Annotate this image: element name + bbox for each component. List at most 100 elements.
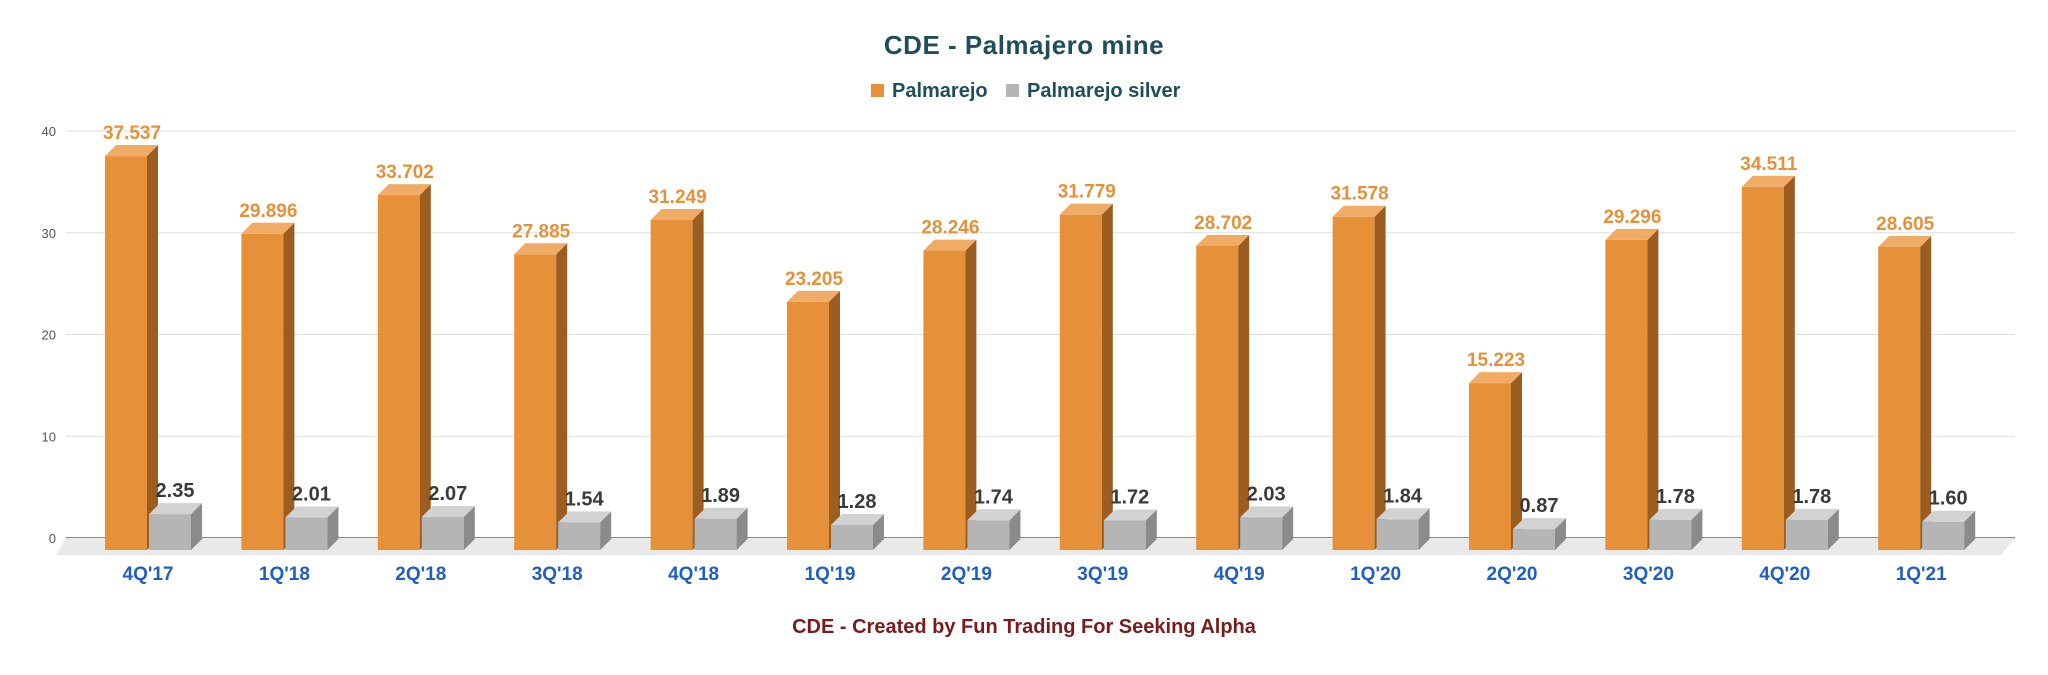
- bar-palmarejo-silver-front: [558, 522, 601, 550]
- bar-palmarejo: [1059, 203, 1113, 550]
- data-label-palmarejo: 29.896: [239, 201, 297, 222]
- x-tick-label: 1Q'21: [1896, 564, 1947, 585]
- bar-palmarejo: [1196, 234, 1250, 550]
- bar-palmarejo-side: [147, 145, 158, 550]
- bar-palmarejo-front: [1741, 186, 1784, 550]
- bar-palmarejo-silver-side: [1418, 508, 1430, 550]
- bar-palmarejo-front: [1196, 245, 1239, 550]
- bar-palmarejo-top: [1332, 205, 1386, 217]
- data-label-palmarejo: 28.702: [1194, 213, 1252, 234]
- data-label-palmarejo: 28.605: [1876, 214, 1935, 235]
- data-label-palmarejo-silver: 1.72: [1110, 486, 1149, 508]
- bar-palmarejo-silver-front: [1103, 520, 1146, 550]
- bar-palmarejo-top: [923, 239, 977, 251]
- bar-palmarejo-front: [923, 250, 966, 550]
- x-tick-label: 4Q'19: [1214, 564, 1265, 585]
- bar-palmarejo-silver: [149, 503, 202, 550]
- bar-palmarejo-silver-front: [1649, 519, 1692, 550]
- bar-palmarejo-silver-front: [285, 517, 328, 550]
- bar-palmarejo-front: [1332, 216, 1375, 550]
- bar-palmarejo-silver-side: [1964, 510, 1976, 550]
- bar-palmarejo: [1741, 175, 1795, 550]
- bar-palmarejo-silver-side: [1145, 509, 1157, 550]
- bar-palmarejo-front: [787, 301, 829, 550]
- data-label-palmarejo-silver: 1.78: [1656, 486, 1695, 508]
- bar-palmarejo-front: [650, 220, 693, 550]
- data-label-palmarejo-silver: 1.28: [838, 491, 877, 513]
- data-label-palmarejo-silver: 1.89: [701, 485, 740, 507]
- bar-palmarejo-front: [1605, 239, 1648, 550]
- legend-swatch-palmarejo: [871, 84, 884, 97]
- bar-palmarejo: [377, 184, 431, 550]
- floor-plane: [56, 538, 2015, 555]
- bar-palmarejo-top: [241, 222, 295, 234]
- bar-palmarejo-top: [1059, 203, 1113, 215]
- bar-palmarejo-top: [1878, 235, 1932, 247]
- x-tick-label: 2Q'19: [941, 564, 992, 585]
- bar-palmarejo-side: [419, 184, 431, 550]
- bar-palmarejo-top: [377, 184, 431, 196]
- bar-palmarejo-silver: [1240, 506, 1294, 550]
- data-label-palmarejo-silver: 1.74: [974, 486, 1014, 508]
- bar-palmarejo-silver-side: [327, 506, 339, 550]
- bar-palmarejo: [923, 239, 977, 550]
- bar-palmarejo-top: [1605, 228, 1659, 240]
- x-tick-label: 1Q'19: [805, 564, 856, 585]
- bar-palmarejo-silver: [1649, 508, 1703, 550]
- bar-palmarejo-side: [1101, 203, 1113, 550]
- data-label-palmarejo-silver: 2.03: [1247, 483, 1286, 505]
- bar-palmarejo-front: [1059, 214, 1102, 550]
- legend-swatch-palmarejo-silver: [1006, 84, 1019, 97]
- bar-palmarejo-silver-front: [831, 524, 873, 550]
- data-label-palmarejo: 31.578: [1331, 184, 1389, 205]
- bar-palmarejo-top: [105, 145, 158, 157]
- data-label-palmarejo: 23.205: [785, 269, 844, 290]
- gridlines: [66, 130, 2015, 539]
- bar-palmarejo-silver: [694, 507, 748, 550]
- bar-palmarejo-silver-front: [1240, 517, 1283, 550]
- bar-palmarejo: [105, 145, 158, 550]
- bar-palmarejo-silver-front: [694, 518, 737, 550]
- bar-palmarejo-silver-top: [421, 505, 475, 517]
- bar-palmarejo-front: [241, 233, 284, 550]
- bar-palmarejo-silver: [1103, 509, 1157, 550]
- bar-palmarejo-silver-top: [1240, 506, 1294, 518]
- bar-palmarejo-silver-top: [1376, 508, 1430, 520]
- bar-palmarejo-silver-top: [1103, 509, 1157, 521]
- bar-palmarejo-silver-side: [1691, 508, 1703, 550]
- bar-palmarejo-silver-side: [463, 505, 475, 550]
- bar-palmarejo-side: [1374, 205, 1386, 550]
- bar-palmarejo-side: [829, 290, 840, 550]
- bar-palmarejo-silver-front: [149, 514, 191, 550]
- chart-title: CDE - Palmajero mine: [884, 30, 1164, 60]
- bar-palmarejo: [241, 222, 295, 550]
- bar-palmarejo-silver-front: [967, 520, 1010, 550]
- bar-palmarejo-silver: [1376, 508, 1430, 550]
- bar-palmarejo-silver: [1785, 508, 1839, 550]
- bar-palmarejo-silver-top: [1649, 508, 1703, 520]
- bar-palmarejo: [650, 209, 704, 550]
- data-label-palmarejo-silver: 2.07: [428, 483, 467, 505]
- bar-palmarejo-silver-front: [421, 516, 464, 550]
- x-tick-label: 3Q'19: [1077, 564, 1128, 585]
- bar-palmarejo-silver-side: [1827, 508, 1839, 550]
- data-label-palmarejo-silver: 2.01: [292, 484, 331, 506]
- data-label-palmarejo: 37.537: [103, 123, 161, 144]
- bar-palmarejo-side: [965, 239, 977, 550]
- bar-palmarejo-silver-top: [1922, 510, 1976, 522]
- bar-palmarejo-front: [1878, 246, 1921, 550]
- bar-palmarejo-silver: [558, 511, 612, 550]
- bar-palmarejo-side: [1238, 234, 1250, 550]
- x-tick-label: 2Q'18: [395, 564, 446, 585]
- bar-palmarejo-side: [1647, 228, 1659, 550]
- y-tick-label: 10: [42, 429, 56, 444]
- bar-palmarejo: [514, 243, 568, 550]
- bar-palmarejo: [1332, 205, 1386, 550]
- y-axis: 0 10 20 30 40: [42, 124, 56, 546]
- bar-palmarejo-silver: [285, 506, 339, 550]
- x-axis: 4Q'17 1Q'18 2Q'18 3Q'18 4Q'18 1Q'19 2Q'19 3Q'19…: [123, 564, 1948, 585]
- data-label-palmarejo: 28.246: [921, 218, 979, 239]
- data-label-palmarejo-silver: 1.78: [1792, 486, 1831, 508]
